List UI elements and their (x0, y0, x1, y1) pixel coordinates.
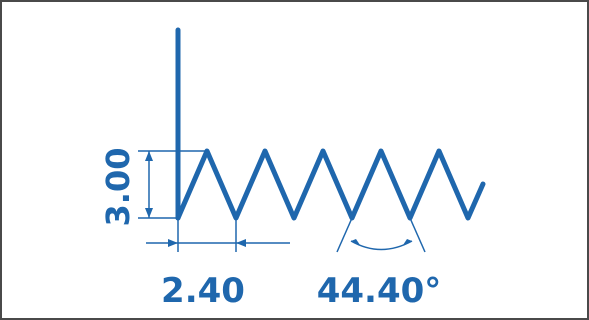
vertical-dimension-arrow-bottom (145, 208, 153, 218)
angle-arrow-right (403, 239, 412, 245)
angle-left-extension (336, 217, 353, 253)
angle-arc (350, 240, 413, 251)
vertical-dimension-label: 3.00 (99, 148, 137, 227)
angle-dimension-label: 44.40° (317, 271, 442, 311)
pitch-arrow-left (168, 239, 178, 247)
angle-arrow-left (351, 239, 360, 245)
pitch-arrow-right (236, 239, 246, 247)
angle-right-extension (409, 217, 426, 253)
thread-zigzag (175, 148, 486, 221)
vertical-dimension-arrow-top (145, 151, 153, 161)
pitch-dimension-label: 2.40 (161, 271, 245, 311)
